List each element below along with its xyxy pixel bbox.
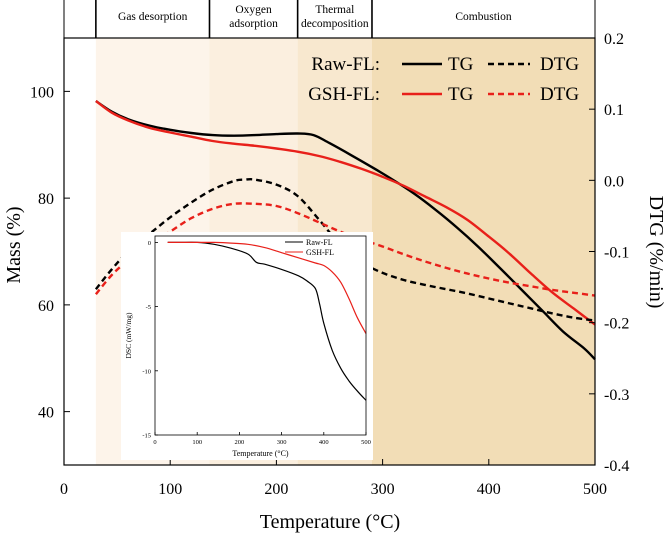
x-tick-label-0: 0	[60, 481, 68, 498]
y-right-tick-label-4: 0.0	[604, 173, 624, 190]
stage-label-3: Combustion	[455, 11, 511, 23]
inset-series-line-raw-fl	[167, 241, 367, 401]
inset-background	[121, 232, 373, 460]
inset-x-tick-label-4: 400	[319, 439, 329, 446]
inset-y-tick-label-1: -5	[146, 304, 151, 311]
inset-y-tick-label-2: -10	[142, 368, 151, 375]
x-axis-label: Temperature (°C)	[260, 511, 400, 533]
inset-dsc-chart: 0 100 200 300 400 500 0 -5 -10 -15 Temperature (°C…	[121, 232, 373, 460]
inset-x-axis-label: Temperature (°C)	[232, 449, 289, 458]
inset-x-tick-label-0: 0	[153, 439, 156, 446]
legend-dtg-label-0: DTG	[540, 54, 579, 75]
y-right-tick-label-5: 0.1	[604, 102, 624, 119]
legend: Raw-FL: TG DTG GSH-FL: TG DTG	[308, 54, 579, 105]
stage-label-1: Oxygen adsorption	[229, 4, 278, 30]
series-line-gsh-fl-tg	[95, 100, 596, 326]
legend-tg-label-1: TG	[448, 84, 474, 105]
x-tick-label-4: 400	[477, 481, 501, 498]
legend-sample-label-1: GSH-FL:	[308, 84, 380, 105]
inset-y-tick-label-3: -15	[142, 433, 151, 440]
x-tick-label-3: 300	[371, 481, 395, 498]
y-left-tick-label-0: 40	[38, 405, 54, 422]
y-right-tick-label-3: -0.1	[604, 245, 629, 262]
stage-header-row: Gas desorption Oxygen adsorption Thermal dec…	[63, 0, 596, 39]
axes-layer: 0 100 200 300 400 500 40 60 80 100 -0.4 -0.3 -0.2 -0.…	[30, 31, 629, 498]
inset-frame	[154, 235, 367, 436]
y-right-tick-label-2: -0.2	[604, 316, 629, 333]
legend-dtg-label-1: DTG	[540, 84, 579, 105]
inset-y-tick-label-0: 0	[148, 240, 151, 247]
y-axis-left-label: Mass (%)	[3, 206, 25, 283]
series-line-raw-fl-tg	[95, 100, 596, 361]
x-tick-label-1: 100	[158, 481, 182, 498]
inset-series-line-gsh-fl	[167, 241, 367, 334]
y-right-tick-label-0: -0.4	[604, 458, 629, 475]
y-left-tick-label-3: 100	[30, 84, 54, 101]
y-left-tick-label-1: 60	[38, 298, 54, 315]
x-tick-label-2: 200	[264, 481, 288, 498]
stage-label-0: Gas desorption	[118, 11, 188, 23]
x-tick-label-5: 500	[583, 481, 607, 498]
stage-label-2: Thermal decomposition	[301, 4, 369, 30]
inset-x-tick-label-2: 200	[235, 439, 245, 446]
inset-x-tick-label-1: 100	[192, 439, 202, 446]
inset-legend-label-0: Raw-FL	[306, 238, 333, 247]
y-axis-right-label: DTG (%/min)	[645, 196, 664, 309]
inset-x-tick-label-5: 500	[361, 439, 371, 446]
inset-legend-label-1: GSH-FL	[306, 248, 334, 257]
legend-tg-label-0: TG	[448, 54, 474, 75]
y-right-tick-label-1: -0.3	[604, 387, 629, 404]
inset-y-axis-label: DSC (mW/mg)	[124, 312, 133, 359]
legend-sample-label-0: Raw-FL:	[311, 54, 380, 75]
inset-x-tick-label-3: 300	[277, 439, 287, 446]
y-right-tick-label-6: 0.2	[604, 31, 624, 48]
y-left-tick-label-2: 80	[38, 191, 54, 208]
